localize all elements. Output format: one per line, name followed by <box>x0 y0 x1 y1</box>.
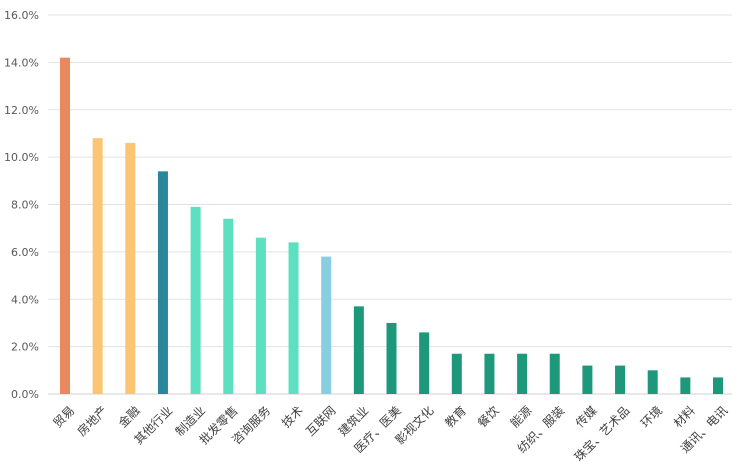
bar-0 <box>60 57 70 394</box>
bar-13 <box>484 353 495 394</box>
x-category-label: 材料 <box>671 403 698 430</box>
bar-5 <box>223 218 234 394</box>
bar-12 <box>451 353 462 394</box>
y-axis-tick-labels: 0.0% 2.0% 4.0% 6.0% 8.0% 10.0% 12.0% 14.0% 16.0% <box>4 9 39 401</box>
bar-19 <box>680 377 691 394</box>
bar-8 <box>321 256 332 394</box>
bar-14 <box>517 353 528 394</box>
bar-10 <box>386 322 397 394</box>
y-tick-label: 8.0% <box>11 199 39 212</box>
bar-9 <box>353 306 364 394</box>
bar-16 <box>582 365 593 394</box>
y-tick-label: 14.0% <box>4 56 39 69</box>
x-category-label: 互联网 <box>303 403 338 438</box>
bar-2 <box>125 142 136 394</box>
y-tick-label: 10.0% <box>4 151 39 164</box>
x-category-label: 餐饮 <box>474 403 502 431</box>
bar-6 <box>255 237 266 394</box>
x-category-label: 房地产 <box>74 403 110 439</box>
y-tick-label: 6.0% <box>11 246 39 259</box>
bar-20 <box>713 377 723 394</box>
x-category-label: 传媒 <box>572 403 600 431</box>
bars <box>60 57 723 394</box>
bar-17 <box>615 365 626 394</box>
y-tick-label: 4.0% <box>11 293 39 306</box>
y-tick-label: 0.0% <box>11 388 39 401</box>
y-tick-label: 12.0% <box>4 104 39 117</box>
y-tick-label: 16.0% <box>4 9 39 22</box>
bar-1 <box>92 138 103 394</box>
bar-15 <box>549 353 560 394</box>
x-category-label: 金融 <box>115 403 143 431</box>
x-axis-category-labels: 贸易房地产 金融其他行业制造业批发零售咨询服务 技术互联网建筑业医疗、医美影视文化教… <box>50 403 730 465</box>
y-tick-label: 2.0% <box>11 341 39 354</box>
x-category-label: 能源 <box>508 403 535 430</box>
x-category-label: 技术 <box>279 403 306 430</box>
x-category-label: 环境 <box>637 403 665 431</box>
bar-3 <box>157 171 168 394</box>
bar-18 <box>647 370 658 394</box>
bar-11 <box>419 332 430 394</box>
x-category-label: 贸易 <box>50 403 77 430</box>
bar-7 <box>288 242 299 394</box>
x-category-label: 教育 <box>442 403 470 431</box>
bar-4 <box>190 206 201 394</box>
